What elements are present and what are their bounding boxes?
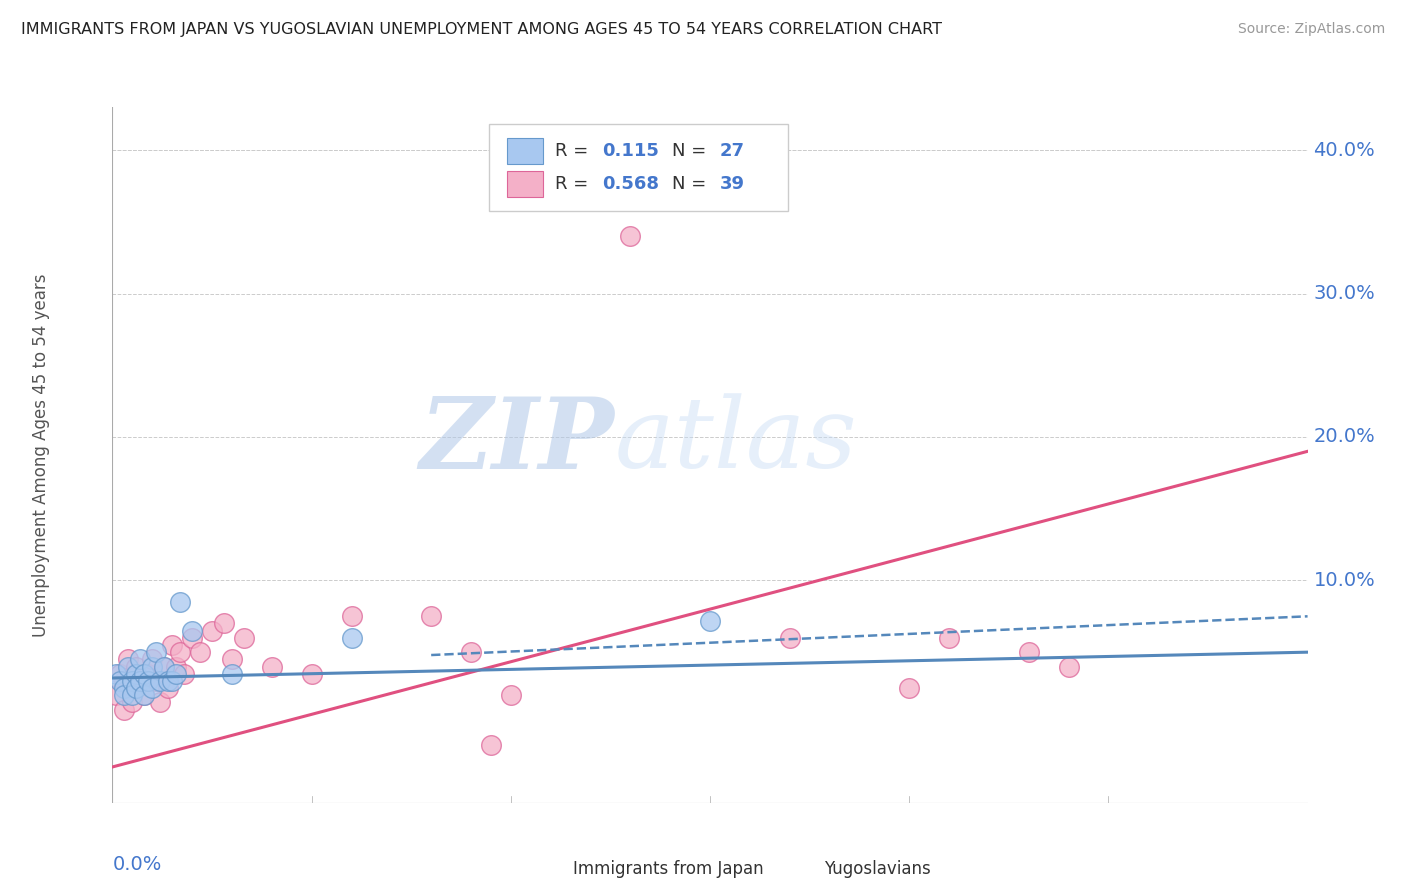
Point	[114, 702, 135, 716]
Point	[898, 681, 921, 695]
Text: IMMIGRANTS FROM JAPAN VS YUGOSLAVIAN UNEMPLOYMENT AMONG AGES 45 TO 54 YEARS CORR: IMMIGRANTS FROM JAPAN VS YUGOSLAVIAN UNE…	[21, 22, 942, 37]
Point	[105, 666, 128, 681]
Point	[129, 673, 152, 688]
Point	[779, 631, 801, 645]
Point	[162, 673, 183, 688]
Point	[201, 624, 224, 638]
Point	[938, 631, 960, 645]
Point	[181, 624, 204, 638]
Point	[165, 666, 187, 681]
Text: N =: N =	[672, 142, 711, 160]
Text: Yugoslavians: Yugoslavians	[824, 860, 931, 878]
Point	[117, 659, 139, 673]
Point	[125, 659, 148, 673]
Point	[149, 673, 172, 688]
Point	[212, 616, 235, 631]
FancyBboxPatch shape	[508, 171, 543, 197]
Point	[260, 659, 283, 673]
Point	[340, 631, 363, 645]
Point	[129, 673, 152, 688]
FancyBboxPatch shape	[508, 137, 543, 164]
Text: R =: R =	[554, 175, 593, 194]
Text: 0.0%: 0.0%	[112, 855, 162, 874]
Point	[221, 652, 243, 666]
FancyBboxPatch shape	[489, 124, 787, 211]
Text: 30.0%: 30.0%	[1313, 284, 1375, 303]
Point	[117, 652, 139, 666]
Point	[110, 666, 132, 681]
Text: Unemployment Among Ages 45 to 54 years: Unemployment Among Ages 45 to 54 years	[32, 273, 49, 637]
Point	[134, 688, 156, 702]
Point	[149, 695, 172, 709]
Text: N =: N =	[672, 175, 711, 194]
Point	[619, 229, 641, 244]
Point	[221, 666, 243, 681]
Point	[110, 673, 132, 688]
Text: R =: R =	[554, 142, 593, 160]
Point	[138, 673, 160, 688]
Point	[499, 688, 522, 702]
Point	[141, 659, 163, 673]
Text: 10.0%: 10.0%	[1313, 571, 1375, 590]
Point	[114, 673, 135, 688]
Point	[162, 638, 183, 652]
Point	[141, 681, 163, 695]
Point	[134, 666, 156, 681]
Point	[153, 659, 176, 673]
Point	[460, 645, 482, 659]
Point	[145, 673, 167, 688]
Text: 20.0%: 20.0%	[1313, 427, 1375, 447]
Point	[479, 739, 502, 753]
Point	[129, 652, 152, 666]
Point	[165, 659, 187, 673]
Point	[114, 681, 135, 695]
Point	[169, 595, 191, 609]
Point	[145, 645, 167, 659]
Point	[1018, 645, 1040, 659]
Point	[121, 681, 143, 695]
Point	[138, 666, 160, 681]
Text: 39: 39	[720, 175, 745, 194]
Point	[301, 666, 323, 681]
Point	[125, 666, 148, 681]
Text: 0.115: 0.115	[602, 142, 659, 160]
FancyBboxPatch shape	[782, 856, 815, 883]
Text: ZIP: ZIP	[419, 392, 614, 489]
Text: Source: ZipAtlas.com: Source: ZipAtlas.com	[1237, 22, 1385, 37]
Point	[141, 652, 163, 666]
Point	[121, 688, 143, 702]
Text: 40.0%: 40.0%	[1313, 141, 1375, 160]
Point	[157, 681, 180, 695]
Text: atlas: atlas	[614, 393, 858, 489]
Point	[125, 681, 148, 695]
Point	[114, 688, 135, 702]
Point	[157, 673, 180, 688]
Point	[1057, 659, 1080, 673]
Text: Immigrants from Japan: Immigrants from Japan	[572, 860, 763, 878]
Point	[188, 645, 211, 659]
Text: 0.568: 0.568	[602, 175, 659, 194]
Point	[134, 688, 156, 702]
Point	[173, 666, 195, 681]
Text: 27: 27	[720, 142, 745, 160]
Point	[121, 695, 143, 709]
Point	[340, 609, 363, 624]
Point	[153, 659, 176, 673]
Point	[699, 614, 721, 628]
Point	[233, 631, 256, 645]
FancyBboxPatch shape	[531, 856, 564, 883]
Point	[105, 688, 128, 702]
Point	[121, 673, 143, 688]
Point	[169, 645, 191, 659]
Point	[181, 631, 204, 645]
Point	[420, 609, 443, 624]
